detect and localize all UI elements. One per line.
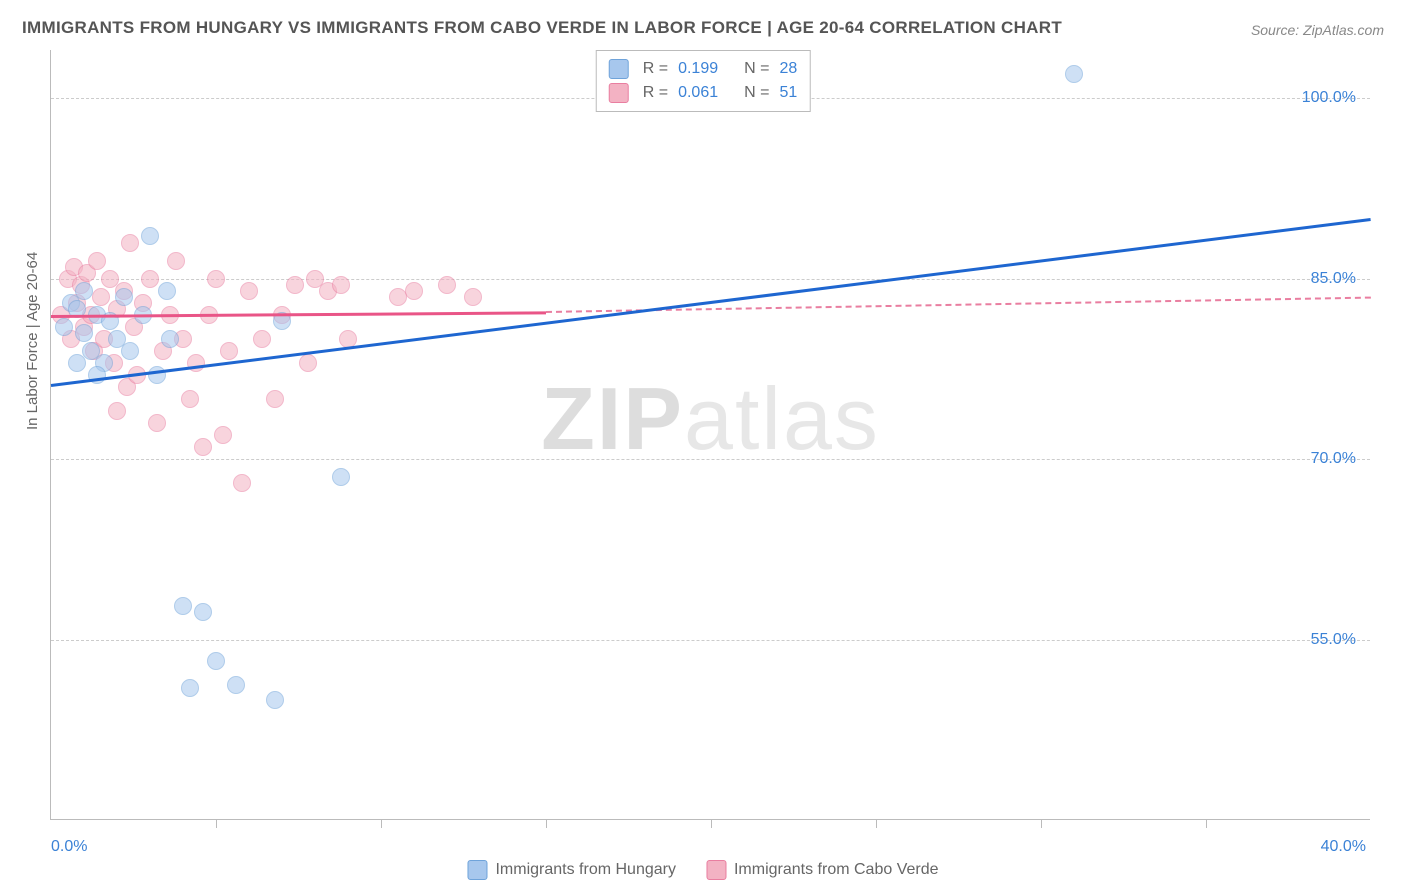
swatch-caboverde <box>609 83 629 103</box>
data-point <box>68 354 86 372</box>
n-value-hungary: 28 <box>779 57 797 81</box>
data-point <box>181 390 199 408</box>
n-label: N = <box>744 57 769 81</box>
x-tick-mark <box>381 820 382 828</box>
plot-area: ZIPatlas 55.0%70.0%85.0%100.0%0.0%40.0% <box>50 50 1370 820</box>
data-point <box>266 390 284 408</box>
swatch-caboverde-icon <box>706 860 726 880</box>
y-axis-label: In Labor Force | Age 20-64 <box>24 252 41 430</box>
data-point <box>220 342 238 360</box>
data-point <box>389 288 407 306</box>
series-name-hungary: Immigrants from Hungary <box>495 861 676 879</box>
legend-item-caboverde: Immigrants from Cabo Verde <box>706 860 939 880</box>
watermark-thin: atlas <box>684 369 880 468</box>
x-tick-mark <box>546 820 547 828</box>
data-point <box>158 282 176 300</box>
data-point <box>92 288 110 306</box>
watermark-bold: ZIP <box>541 369 684 468</box>
data-point <box>181 679 199 697</box>
data-point <box>266 691 284 709</box>
data-point <box>240 282 258 300</box>
x-tick-label: 0.0% <box>51 838 87 856</box>
x-tick-mark <box>216 820 217 828</box>
data-point <box>405 282 423 300</box>
data-point <box>253 330 271 348</box>
data-point <box>233 474 251 492</box>
series-name-caboverde: Immigrants from Cabo Verde <box>734 861 939 879</box>
trend-line <box>51 218 1371 387</box>
gridline-h <box>51 640 1370 641</box>
data-point <box>227 676 245 694</box>
y-tick-label: 55.0% <box>1311 631 1356 649</box>
data-point <box>108 402 126 420</box>
data-point <box>207 652 225 670</box>
source-label: Source: ZipAtlas.com <box>1251 22 1384 38</box>
data-point <box>332 468 350 486</box>
data-point <box>121 234 139 252</box>
data-point <box>438 276 456 294</box>
data-point <box>161 330 179 348</box>
x-tick-mark <box>711 820 712 828</box>
n-label: N = <box>744 81 769 105</box>
data-point <box>194 603 212 621</box>
trend-line <box>546 297 1371 313</box>
data-point <box>1065 65 1083 83</box>
legend-item-hungary: Immigrants from Hungary <box>467 860 676 880</box>
x-tick-mark <box>1206 820 1207 828</box>
legend-correlation: R = 0.199 N = 28 R = 0.061 N = 51 <box>596 50 811 112</box>
chart-title: IMMIGRANTS FROM HUNGARY VS IMMIGRANTS FR… <box>22 18 1062 38</box>
data-point <box>299 354 317 372</box>
r-label: R = <box>643 81 668 105</box>
legend-row-caboverde: R = 0.061 N = 51 <box>609 81 798 105</box>
y-tick-label: 70.0% <box>1311 450 1356 468</box>
data-point <box>121 342 139 360</box>
legend-row-hungary: R = 0.199 N = 28 <box>609 57 798 81</box>
data-point <box>194 438 212 456</box>
data-point <box>214 426 232 444</box>
data-point <box>141 270 159 288</box>
swatch-hungary-icon <box>467 860 487 880</box>
y-tick-label: 85.0% <box>1311 270 1356 288</box>
gridline-h <box>51 279 1370 280</box>
x-tick-label: 40.0% <box>1321 838 1366 856</box>
data-point <box>464 288 482 306</box>
n-value-caboverde: 51 <box>779 81 797 105</box>
r-value-hungary: 0.199 <box>678 57 718 81</box>
data-point <box>88 252 106 270</box>
gridline-h <box>51 459 1370 460</box>
data-point <box>332 276 350 294</box>
x-tick-mark <box>876 820 877 828</box>
data-point <box>286 276 304 294</box>
data-point <box>148 366 166 384</box>
y-tick-label: 100.0% <box>1302 89 1356 107</box>
legend-series: Immigrants from Hungary Immigrants from … <box>467 860 938 880</box>
data-point <box>75 282 93 300</box>
data-point <box>207 270 225 288</box>
r-value-caboverde: 0.061 <box>678 81 718 105</box>
data-point <box>75 324 93 342</box>
data-point <box>174 597 192 615</box>
data-point <box>55 318 73 336</box>
data-point <box>141 227 159 245</box>
r-label: R = <box>643 57 668 81</box>
data-point <box>115 288 133 306</box>
swatch-hungary <box>609 59 629 79</box>
x-tick-mark <box>1041 820 1042 828</box>
data-point <box>167 252 185 270</box>
data-point <box>148 414 166 432</box>
watermark: ZIPatlas <box>541 368 880 470</box>
